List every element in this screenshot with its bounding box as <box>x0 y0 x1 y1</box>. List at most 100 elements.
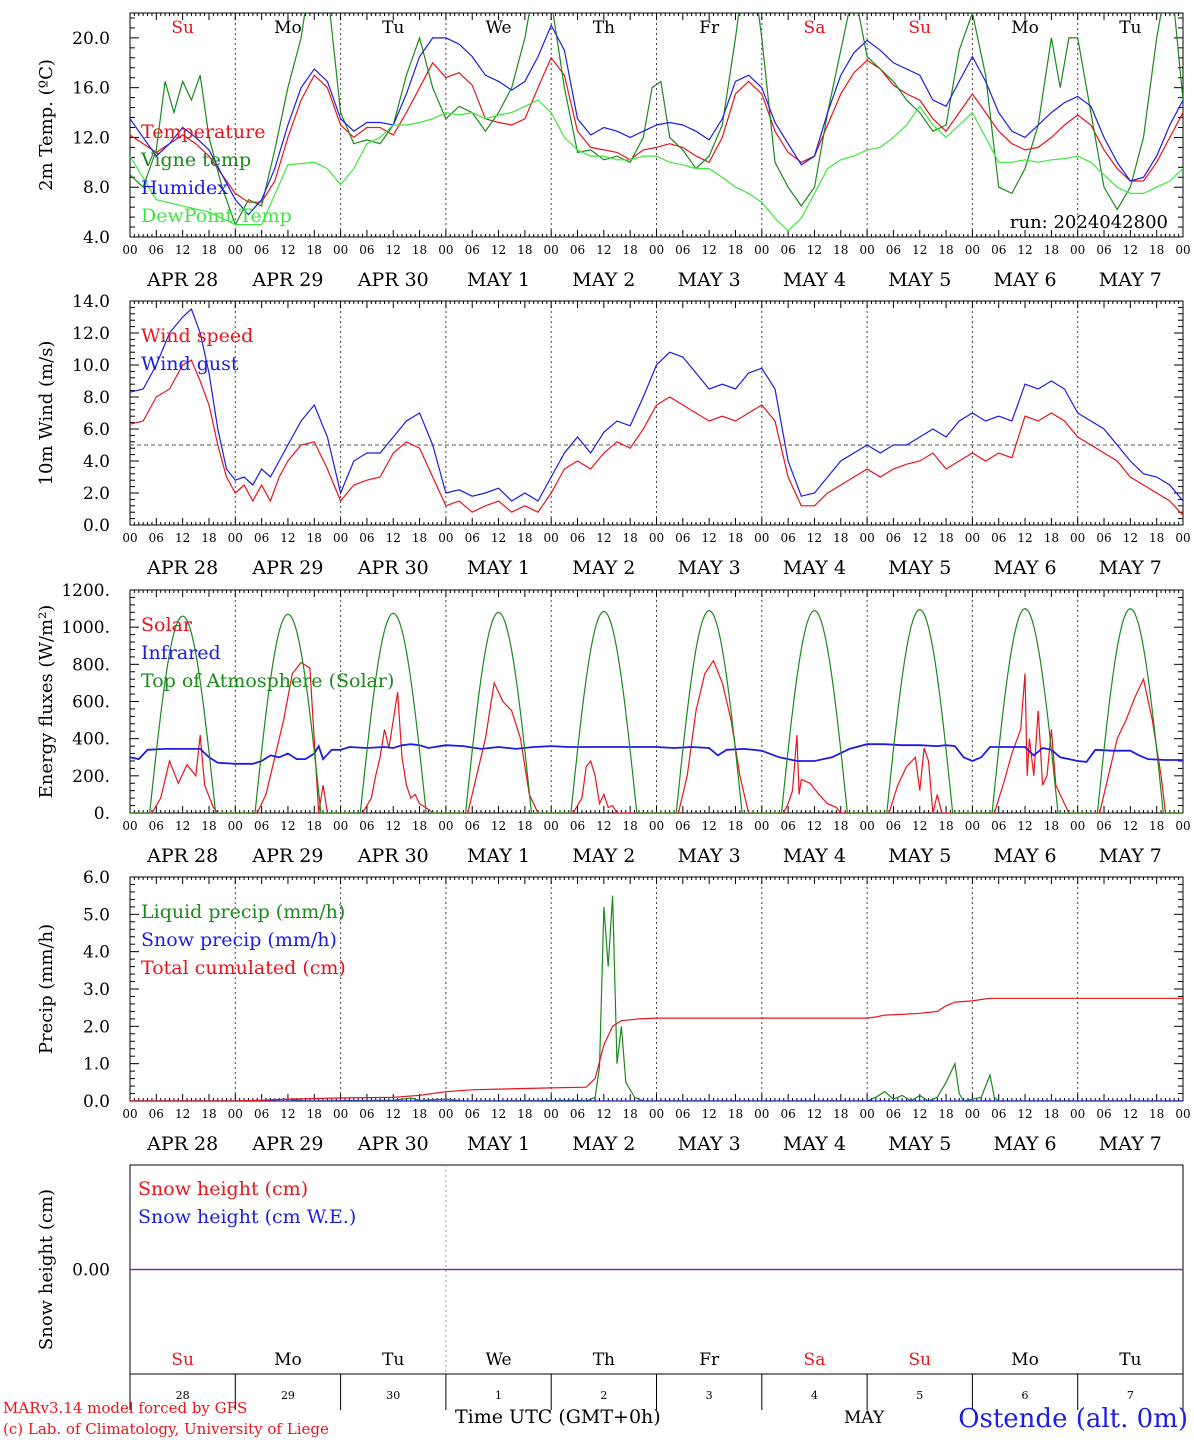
hour-tick-label: 00 <box>122 243 137 257</box>
hour-tick-label: 06 <box>570 531 585 545</box>
hour-tick-label: 06 <box>675 819 690 833</box>
hour-tick-label: 00 <box>754 243 769 257</box>
date-label: MAY 4 <box>783 557 846 579</box>
hour-tick-label: 00 <box>438 531 453 545</box>
y-tick-label: 12.0 <box>72 128 110 148</box>
hour-tick-label: 12 <box>175 1107 190 1121</box>
date-label: MAY 4 <box>783 1133 846 1155</box>
hour-tick-label: 12 <box>912 531 927 545</box>
hour-tick-label: 06 <box>991 1107 1006 1121</box>
date-label: MAY 3 <box>678 1133 741 1155</box>
series-line-wind-gust <box>130 307 1183 502</box>
date-label: APR 30 <box>357 269 429 291</box>
hour-tick-label: 00 <box>122 531 137 545</box>
weekday-label-top: Mo <box>274 18 302 38</box>
date-label: APR 29 <box>251 845 323 867</box>
hour-tick-label: 12 <box>280 1107 295 1121</box>
hour-tick-label: 06 <box>149 819 164 833</box>
hour-tick-label: 00 <box>544 243 559 257</box>
hour-tick-label: 06 <box>465 531 480 545</box>
panel-2 <box>129 300 1184 526</box>
hour-tick-label: 06 <box>991 243 1006 257</box>
date-label: MAY 5 <box>888 557 951 579</box>
hour-tick-label: 12 <box>912 819 927 833</box>
weekday-label-top: Su <box>171 18 194 38</box>
hour-tick-label: 12 <box>280 819 295 833</box>
hour-tick-label: 06 <box>254 1107 269 1121</box>
hour-tick-label: 06 <box>570 1107 585 1121</box>
date-label: APR 28 <box>146 269 218 291</box>
hour-tick-label: 06 <box>1096 531 1111 545</box>
y-axis-label: Precip (mm/h) <box>36 924 57 1054</box>
day-number-label: 30 <box>386 1389 400 1402</box>
hour-tick-label: 00 <box>438 819 453 833</box>
time-axis-label: Time UTC (GMT+0h) <box>455 1406 661 1428</box>
hour-tick-label: 18 <box>412 1107 427 1121</box>
date-label: MAY 2 <box>572 1133 635 1155</box>
hour-tick-label: 18 <box>938 1107 953 1121</box>
y-tick-label: 400. <box>72 730 110 750</box>
hour-tick-label: 12 <box>1123 819 1138 833</box>
legend-entry: Liquid precip (mm/h) <box>141 901 345 923</box>
hour-tick-label: 12 <box>1017 819 1032 833</box>
hour-tick-label: 00 <box>1070 1107 1085 1121</box>
hour-tick-label: 18 <box>1149 819 1164 833</box>
hour-tick-label: 00 <box>228 531 243 545</box>
hour-tick-label: 12 <box>1123 531 1138 545</box>
hour-tick-label: 18 <box>201 1107 216 1121</box>
y-tick-label: 1000. <box>61 618 110 638</box>
date-label: MAY 6 <box>994 557 1057 579</box>
hour-tick-label: 06 <box>359 819 374 833</box>
hour-tick-label: 00 <box>438 243 453 257</box>
hour-tick-label: 12 <box>807 1107 822 1121</box>
y-tick-label: 8.0 <box>83 388 110 408</box>
y-tick-label: 4.0 <box>83 452 110 472</box>
date-label: APR 30 <box>357 845 429 867</box>
hour-tick-label: 00 <box>649 243 664 257</box>
y-tick-label: 600. <box>72 693 110 713</box>
series-line-total-cumulated-cm- <box>130 997 1183 1101</box>
hour-tick-label: 12 <box>807 819 822 833</box>
date-label: MAY 2 <box>572 269 635 291</box>
y-axis-label: 2m Temp. (ºC) <box>36 59 57 191</box>
weekday-label-top: We <box>485 18 511 38</box>
hour-tick-label: 00 <box>859 243 874 257</box>
hour-tick-label: 12 <box>1017 1107 1032 1121</box>
hour-tick-label: 12 <box>1123 243 1138 257</box>
date-label: MAY 6 <box>994 269 1057 291</box>
panel-4 <box>129 876 1184 1102</box>
y-tick-label: 20.0 <box>72 29 110 49</box>
y-axis-label: 10m Wind (m/s) <box>36 341 57 486</box>
hour-tick-label: 06 <box>675 243 690 257</box>
hour-tick-label: 18 <box>1149 531 1164 545</box>
weekday-label-top: Su <box>908 18 931 38</box>
hour-tick-label: 18 <box>1044 243 1059 257</box>
hour-tick-label: 06 <box>991 531 1006 545</box>
hour-tick-label: 00 <box>438 1107 453 1121</box>
hour-tick-label: 00 <box>1070 531 1085 545</box>
series-line-solar <box>130 659 1183 813</box>
hour-tick-label: 06 <box>780 1107 795 1121</box>
date-label: MAY 1 <box>467 845 530 867</box>
y-tick-label: 6.0 <box>83 420 110 440</box>
weekday-label-top: Sa <box>804 18 826 38</box>
series-group <box>130 307 1183 517</box>
hour-tick-label: 18 <box>728 531 743 545</box>
series-group <box>130 607 1183 813</box>
y-tick-label: 14.0 <box>72 292 110 312</box>
hour-tick-label: 00 <box>122 819 137 833</box>
legend-entry: Wind speed <box>141 325 253 347</box>
series-line-infrared <box>130 743 1183 765</box>
y-tick-label: 0.0 <box>83 516 110 536</box>
hour-tick-label: 18 <box>728 819 743 833</box>
date-label: APR 28 <box>146 845 218 867</box>
hour-tick-label: 06 <box>675 531 690 545</box>
date-label: APR 29 <box>251 1133 323 1155</box>
hour-tick-label: 18 <box>307 243 322 257</box>
hour-tick-label: 18 <box>307 531 322 545</box>
legend-entry: Infrared <box>141 642 221 664</box>
series-group <box>130 13 1183 232</box>
date-label: MAY 2 <box>572 845 635 867</box>
hour-tick-label: 00 <box>754 1107 769 1121</box>
series-line-top-of-atmosphere-solar- <box>130 607 1183 813</box>
